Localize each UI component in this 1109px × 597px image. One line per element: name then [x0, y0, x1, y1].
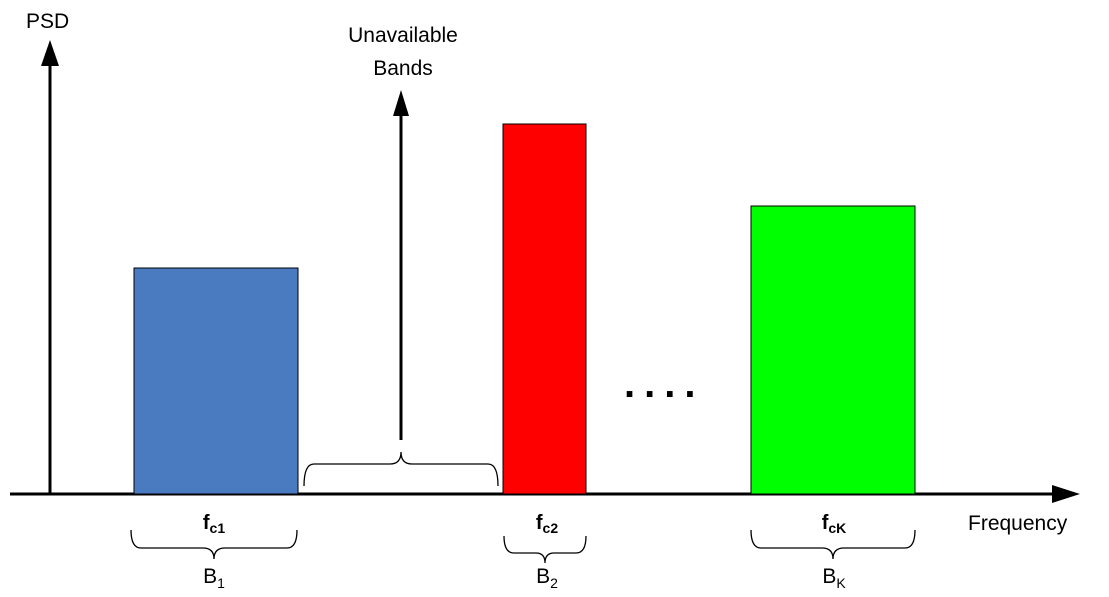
band-1-bar [133, 267, 299, 495]
band-k-bandwidth: BK [822, 566, 845, 590]
band-k-bar [750, 205, 916, 495]
band-k-center-frequency: fcK [822, 513, 847, 535]
band-k-center-main: f [821, 512, 829, 534]
band-2-center-main: f [535, 512, 543, 534]
ellipsis: .... [624, 362, 705, 406]
band-1-bandwidth-sub: 1 [217, 575, 225, 591]
band-1-center-sub: c1 [209, 520, 226, 536]
unavailable-band-arrowhead [393, 90, 409, 116]
band-k-center-sub: cK [828, 520, 847, 536]
band-2-bandwidth-main: B [536, 565, 551, 588]
band-k-bandwidth-sub: K [836, 575, 846, 591]
band-1-center-frequency: fc1 [203, 513, 225, 535]
x-axis-arrowhead [1052, 485, 1080, 503]
unavailable-bands-label-line2: Bands [373, 57, 433, 80]
band-1-bandwidth: B1 [203, 566, 225, 590]
band-2-center-frequency: fc2 [536, 513, 558, 535]
band-2-bar [502, 123, 587, 495]
band-1-brace [130, 529, 298, 560]
band-2-bandwidth-sub: 2 [550, 575, 558, 591]
x-axis-label: Frequency [968, 512, 1068, 535]
y-axis-arrowhead [41, 40, 59, 66]
y-axis-label: PSD [26, 10, 70, 33]
band-k-brace [750, 529, 916, 560]
band-2-bandwidth: B2 [536, 566, 558, 590]
unavailable-bands-label-line1: Unavailable [348, 24, 458, 47]
unavailable-band-brace [303, 451, 499, 487]
band-2-brace [503, 535, 587, 564]
band-2-center-sub: c2 [542, 520, 559, 536]
band-k-bandwidth-main: B [822, 565, 837, 588]
band-1-bandwidth-main: B [203, 565, 218, 588]
band-1-center-main: f [202, 512, 210, 534]
